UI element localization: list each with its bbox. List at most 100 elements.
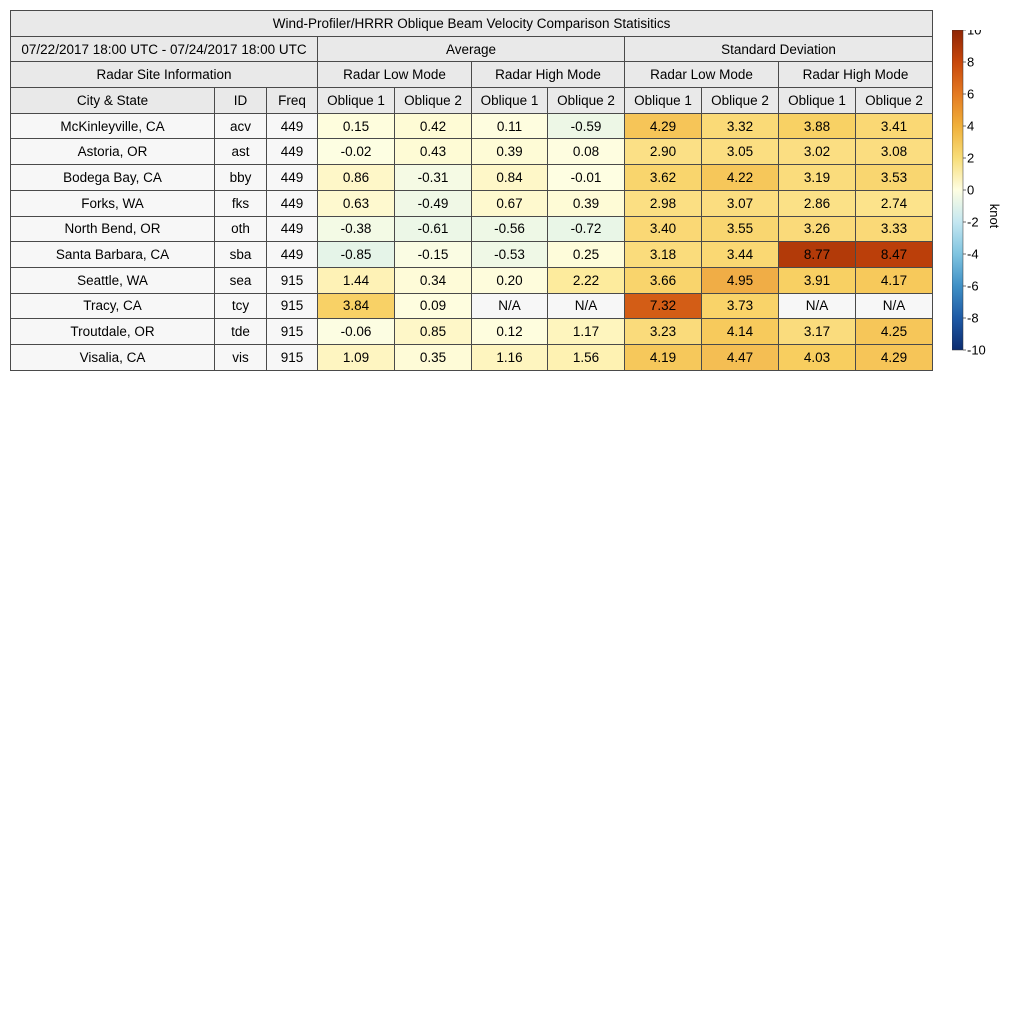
value-cell-std-high-obl1: 3.17	[778, 318, 856, 345]
site-name-cell: Astoria, OR	[10, 138, 215, 166]
site-id-cell: oth	[214, 215, 267, 243]
value-cell-std-low-obl2: 4.14	[701, 318, 779, 345]
table-title: Wind-Profiler/HRRR Oblique Beam Velocity…	[9, 10, 934, 37]
value-cell-std-low-obl1: 4.19	[624, 343, 702, 371]
value-cell-avg-high-obl2: -0.59	[547, 112, 625, 140]
frequency-cell: 915	[266, 292, 318, 320]
value-cell-std-high-obl2: 2.74	[854, 189, 934, 217]
site-info-header: Radar Site Information	[10, 61, 318, 89]
std-high-oblique2-header: Oblique 2	[854, 87, 934, 114]
table-row: North Bend, OR oth 449 -0.38 -0.61 -0.56 -0.72…	[10, 215, 934, 243]
value-cell-std-low-obl1: 3.23	[624, 318, 702, 345]
value-cell-std-high-obl2: 8.47	[854, 241, 934, 268]
value-cell-std-high-obl2: 3.41	[854, 112, 934, 140]
colorbar-tick-label: 10	[967, 30, 981, 38]
freq-column-header: Freq	[266, 87, 318, 114]
colorbar-tick-label: -8	[967, 311, 979, 326]
table-row: Astoria, OR ast 449 -0.02 0.43 0.39 0.08 2.90 3.…	[10, 138, 934, 166]
value-cell-std-high-obl1: 4.03	[778, 343, 856, 371]
value-cell-avg-high-obl1: -0.56	[471, 215, 548, 243]
value-cell-avg-low-obl1: -0.02	[317, 138, 395, 166]
value-cell-std-low-obl1: 7.32	[624, 292, 702, 320]
value-cell-std-high-obl1: 3.91	[778, 266, 856, 294]
value-cell-std-low-obl2: 3.05	[701, 138, 779, 166]
value-cell-std-low-obl1: 3.40	[624, 215, 702, 243]
table-row: Bodega Bay, CA bby 449 0.86 -0.31 0.84 -0.01 3.…	[10, 164, 934, 191]
value-cell-avg-low-obl1: 0.15	[317, 112, 395, 140]
site-name-cell: McKinleyville, CA	[10, 112, 215, 140]
table-row: McKinleyville, CA acv 449 0.15 0.42 0.11 -0.59…	[10, 112, 934, 140]
frequency-cell: 449	[266, 241, 318, 268]
table-row: Tracy, CA tcy 915 3.84 0.09 N/A N/A 7.32 3.73 N/A…	[10, 292, 934, 320]
std-low-oblique2-header: Oblique 2	[701, 87, 779, 114]
value-cell-std-low-obl2: 3.73	[701, 292, 779, 320]
site-id-cell: bby	[214, 164, 267, 191]
value-cell-avg-high-obl2: 0.25	[547, 241, 625, 268]
value-cell-std-high-obl2: 3.53	[854, 164, 934, 191]
value-cell-avg-high-obl1: 0.20	[471, 266, 548, 294]
colorbar-ticks: 10 8 6 4 2 0 -2 -4 -6 -8 -10	[963, 30, 986, 358]
value-cell-std-low-obl2: 4.47	[701, 343, 779, 371]
site-name-cell: Troutdale, OR	[10, 318, 215, 345]
value-cell-avg-low-obl1: 1.44	[317, 266, 395, 294]
value-cell-avg-low-obl1: 0.63	[317, 189, 395, 217]
site-id-cell: tcy	[214, 292, 267, 320]
city-state-column-header: City & State	[10, 87, 215, 114]
value-cell-std-high-obl2: 3.08	[854, 138, 934, 166]
frequency-cell: 449	[266, 189, 318, 217]
avg-high-oblique1-header: Oblique 1	[471, 87, 548, 114]
colorbar-tick-label: 4	[967, 119, 974, 134]
value-cell-avg-high-obl2: 0.08	[547, 138, 625, 166]
frequency-cell: 449	[266, 215, 318, 243]
value-cell-std-low-obl2: 3.32	[701, 112, 779, 140]
value-cell-avg-high-obl1: -0.53	[471, 241, 548, 268]
value-cell-avg-low-obl1: 1.09	[317, 343, 395, 371]
avg-high-oblique2-header: Oblique 2	[547, 87, 625, 114]
value-cell-std-low-obl1: 3.62	[624, 164, 702, 191]
frequency-cell: 915	[266, 343, 318, 371]
site-name-cell: Forks, WA	[10, 189, 215, 217]
value-cell-avg-low-obl2: 0.35	[394, 343, 472, 371]
avg-high-mode-header: Radar High Mode	[471, 61, 625, 89]
value-cell-avg-high-obl2: 1.17	[547, 318, 625, 345]
colorbar-tick-label: -2	[967, 215, 979, 230]
value-cell-avg-high-obl2: 2.22	[547, 266, 625, 294]
value-cell-std-low-obl1: 3.66	[624, 266, 702, 294]
value-cell-avg-high-obl1: 0.11	[471, 112, 548, 140]
site-id-cell: sba	[214, 241, 267, 268]
value-cell-std-high-obl2: N/A	[854, 292, 934, 320]
value-cell-avg-low-obl2: 0.09	[394, 292, 472, 320]
colorbar-tick-label: -10	[967, 343, 986, 358]
site-name-cell: Santa Barbara, CA	[10, 241, 215, 268]
value-cell-avg-low-obl2: -0.31	[394, 164, 472, 191]
value-cell-std-high-obl2: 4.25	[854, 318, 934, 345]
value-cell-avg-high-obl1: 1.16	[471, 343, 548, 371]
value-cell-avg-high-obl2: N/A	[547, 292, 625, 320]
value-cell-avg-high-obl1: 0.12	[471, 318, 548, 345]
colorbar: 10 8 6 4 2 0 -2 -4 -6 -8 -10 knot	[952, 30, 1002, 358]
value-cell-std-low-obl2: 4.22	[701, 164, 779, 191]
value-cell-std-high-obl1: N/A	[778, 292, 856, 320]
table-row: Visalia, CA vis 915 1.09 0.35 1.16 1.56 4.19 4.4…	[10, 343, 934, 371]
frequency-cell: 449	[266, 112, 318, 140]
colorbar-tick-label: 6	[967, 87, 974, 102]
date-range: 07/22/2017 18:00 UTC - 07/24/2017 18:00 …	[10, 35, 318, 63]
site-name-cell: North Bend, OR	[10, 215, 215, 243]
avg-low-mode-header: Radar Low Mode	[317, 61, 472, 89]
value-cell-avg-high-obl1: 0.84	[471, 164, 548, 191]
site-name-cell: Visalia, CA	[10, 343, 215, 371]
value-cell-std-low-obl2: 4.95	[701, 266, 779, 294]
value-cell-avg-low-obl1: -0.06	[317, 318, 395, 345]
value-cell-avg-high-obl2: 1.56	[547, 343, 625, 371]
value-cell-std-low-obl2: 3.07	[701, 189, 779, 217]
std-low-mode-header: Radar Low Mode	[624, 61, 779, 89]
value-cell-avg-low-obl1: -0.38	[317, 215, 395, 243]
site-id-cell: tde	[214, 318, 267, 345]
colorbar-tick-label: 0	[967, 183, 974, 198]
std-dev-group-header: Standard Deviation	[623, 35, 934, 63]
value-cell-std-high-obl1: 3.19	[778, 164, 856, 191]
value-cell-avg-low-obl2: -0.15	[394, 241, 472, 268]
table-row: Troutdale, OR tde 915 -0.06 0.85 0.12 1.17 3.23…	[10, 318, 934, 345]
site-name-cell: Seattle, WA	[10, 266, 215, 294]
value-cell-std-high-obl1: 3.26	[778, 215, 856, 243]
